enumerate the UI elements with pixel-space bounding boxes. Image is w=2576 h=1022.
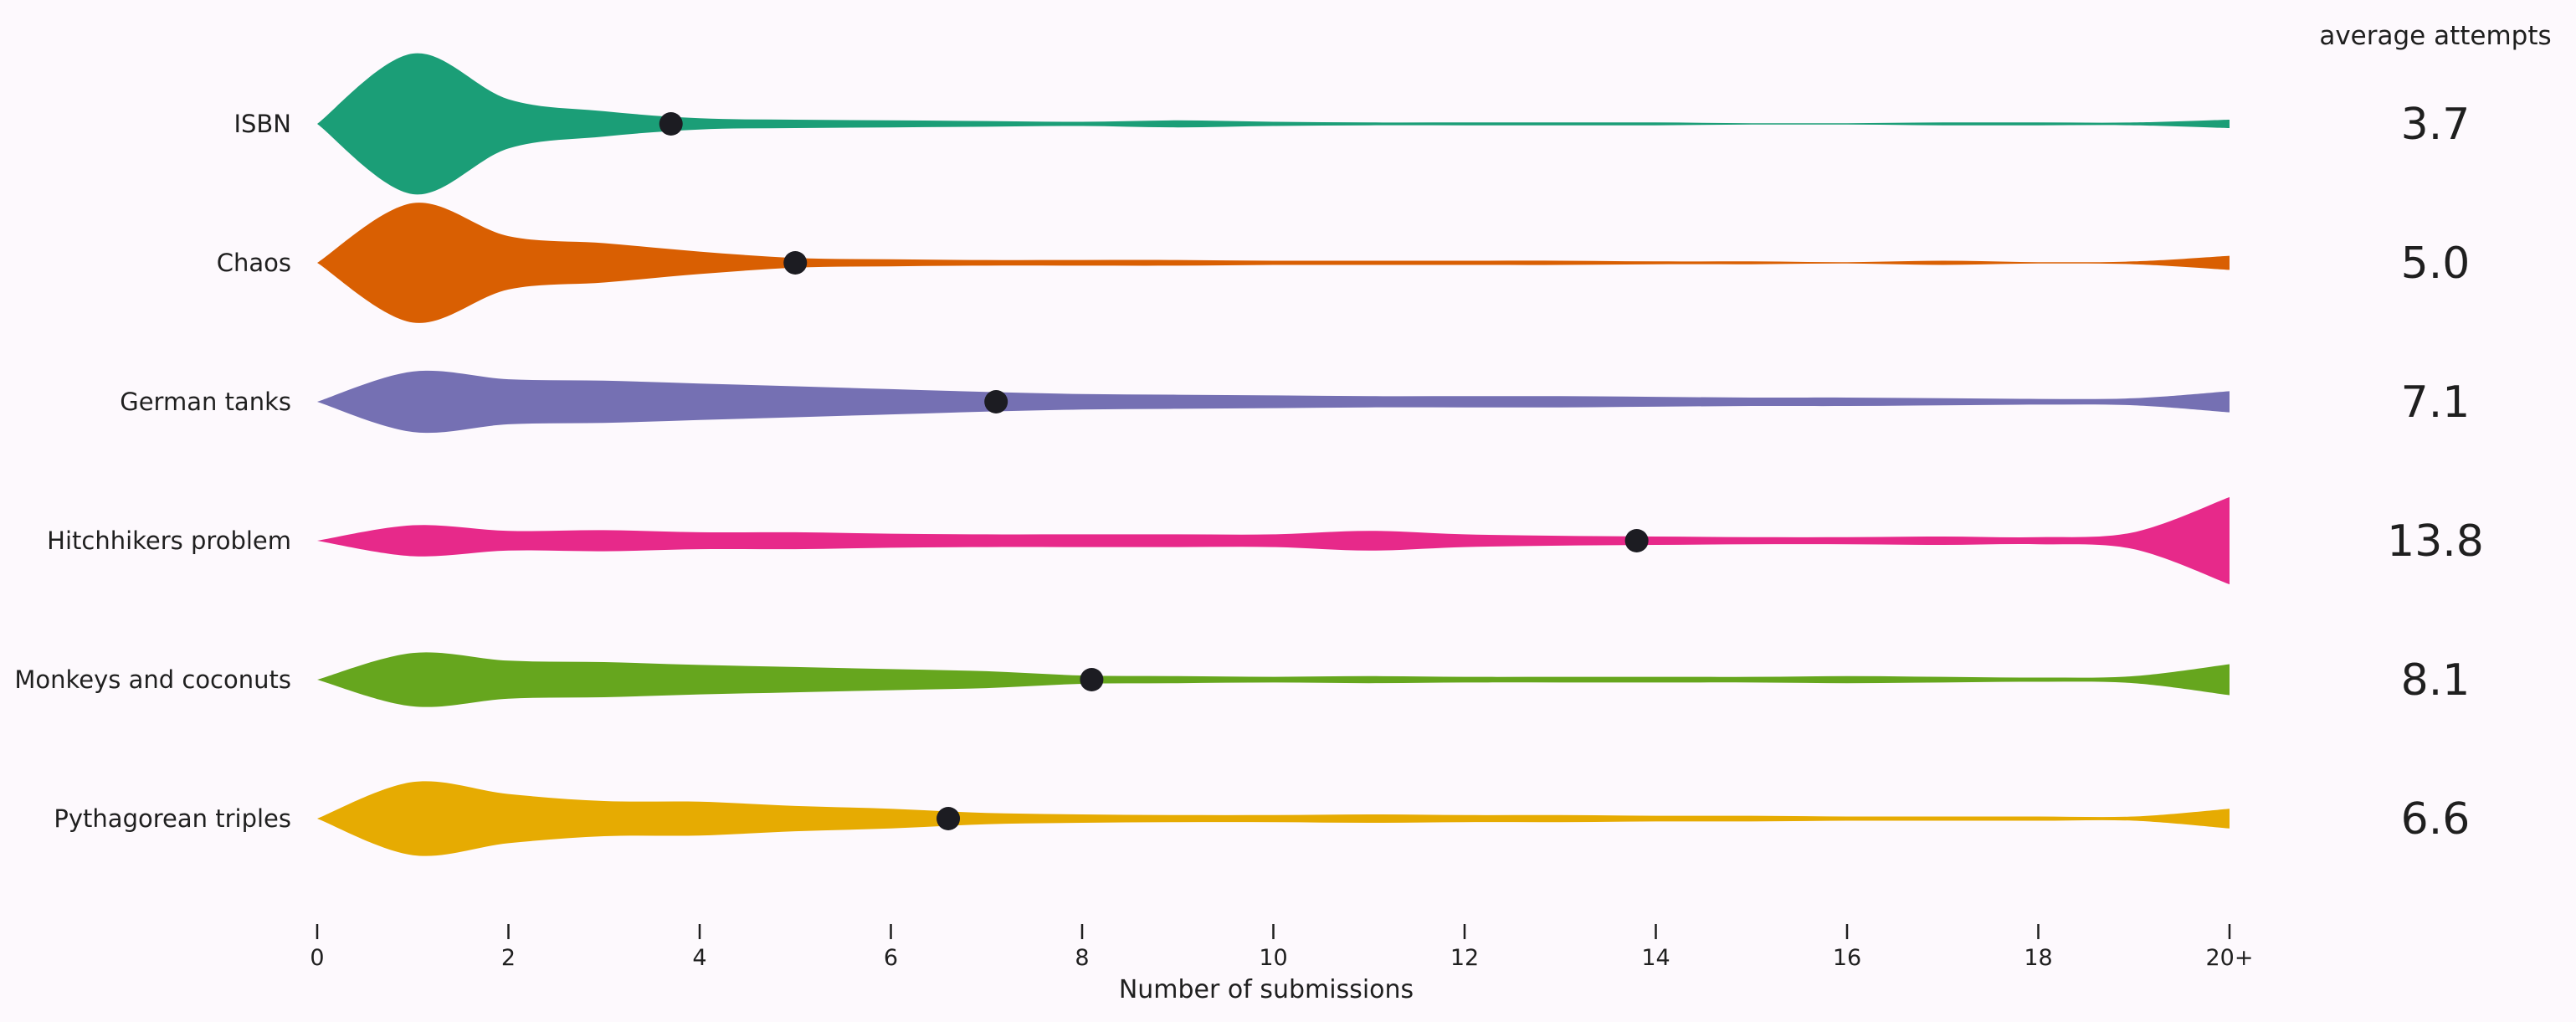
violin-hitchhikers-problem (317, 496, 2230, 585)
row-label-monkeys-and-coconuts: Monkeys and coconuts (14, 665, 291, 694)
violin-pythagorean-triples (317, 781, 2230, 856)
x-tick-label-2: 4 (692, 945, 706, 971)
mean-marker-monkeys-and-coconuts (1080, 668, 1104, 691)
average-value-hitchhikers-problem: 13.8 (2387, 516, 2484, 567)
mean-marker-isbn (659, 112, 683, 136)
average-value-german-tanks: 7.1 (2401, 377, 2471, 428)
row-label-isbn: ISBN (233, 110, 291, 138)
x-tick-label-1: 2 (501, 945, 516, 971)
x-tick-label-9: 18 (2024, 945, 2052, 971)
x-tick-label-10: 20+ (2206, 945, 2254, 971)
x-tick-label-7: 14 (1641, 945, 1670, 971)
average-attempts-header: average attempts (2319, 21, 2551, 51)
mean-markers-layer (659, 112, 1649, 830)
x-tick-label-0: 0 (310, 945, 324, 971)
row-labels-layer: ISBN Chaos German tanks Hitchhikers problem… (14, 110, 291, 833)
x-tick-label-3: 6 (884, 945, 898, 971)
violins-layer (317, 53, 2230, 856)
mean-marker-hitchhikers-problem (1624, 529, 1649, 552)
average-value-pythagorean-triples: 6.6 (2401, 794, 2471, 845)
x-tick-label-6: 12 (1450, 945, 1479, 971)
violin-monkeys-and-coconuts (317, 652, 2230, 707)
x-tick-label-8: 16 (1833, 945, 1861, 971)
row-label-chaos: Chaos (217, 249, 291, 277)
average-value-isbn: 3.7 (2401, 100, 2471, 150)
mean-marker-chaos (783, 251, 808, 275)
x-tick-label-5: 10 (1259, 945, 1287, 971)
row-label-hitchhikers-problem: Hitchhikers problem (47, 526, 291, 555)
violin-isbn (317, 53, 2230, 195)
mean-marker-german-tanks (984, 390, 1008, 413)
x-tick-label-4: 8 (1075, 945, 1089, 971)
average-values-layer: 3.7 5.0 7.1 13.8 8.1 6.6 (2387, 100, 2484, 845)
x-axis-title: Number of submissions (1119, 975, 1414, 1004)
violin-chaos (317, 203, 2230, 323)
average-value-chaos: 5.0 (2401, 239, 2471, 289)
average-value-monkeys-and-coconuts: 8.1 (2401, 655, 2471, 706)
x-axis: 0 2 4 6 8 10 12 14 16 18 20+ (310, 924, 2253, 971)
violin-german-tanks (317, 370, 2230, 434)
mean-marker-pythagorean-triples (936, 807, 961, 830)
row-label-german-tanks: German tanks (120, 388, 291, 416)
row-label-pythagorean-triples: Pythagorean triples (54, 804, 291, 833)
